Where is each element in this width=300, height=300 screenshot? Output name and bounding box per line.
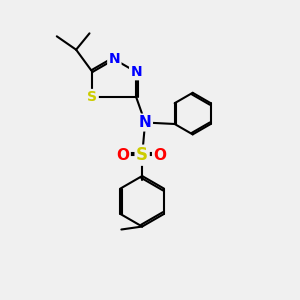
Text: S: S (136, 146, 148, 164)
Text: N: N (139, 115, 152, 130)
Text: N: N (109, 52, 120, 66)
Text: O: O (116, 148, 129, 163)
Text: N: N (130, 65, 142, 79)
Text: O: O (154, 148, 166, 163)
Text: S: S (88, 90, 98, 104)
